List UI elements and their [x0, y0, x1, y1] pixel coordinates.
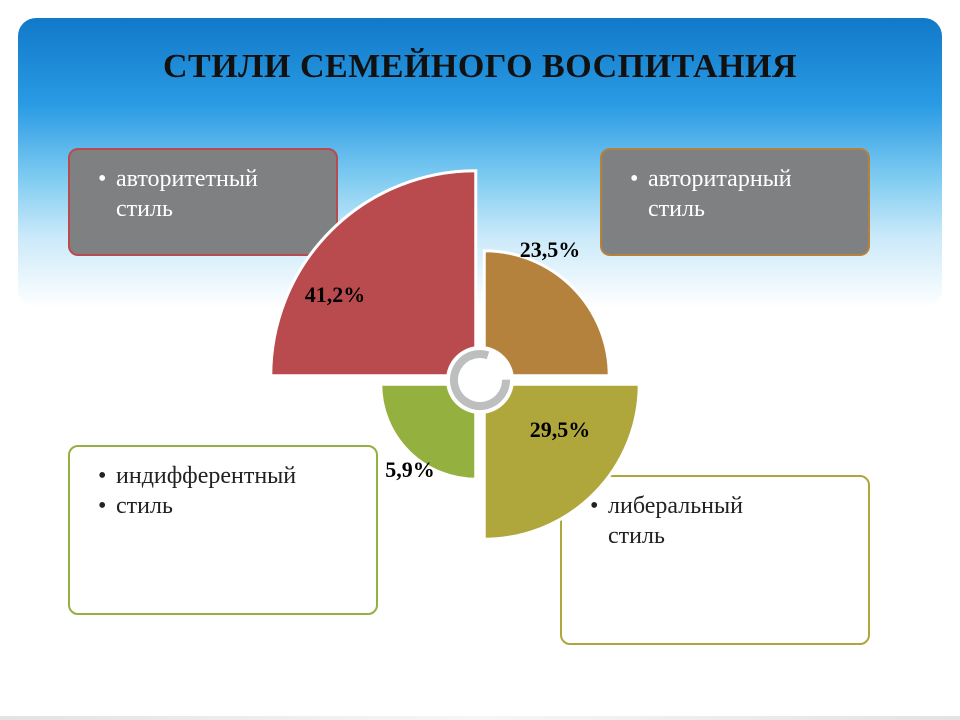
radial-chart — [260, 160, 700, 600]
bullet-icon: • — [98, 491, 116, 521]
slide: СТИЛИ СЕМЕЙНОГО ВОСПИТАНИЯ •авторитетный… — [0, 0, 960, 720]
pct-label-top_left: 41,2% — [305, 282, 366, 308]
bullet-icon: • — [98, 164, 116, 194]
chart-svg — [260, 160, 700, 600]
wedge-bottom_right — [484, 384, 639, 539]
label-text: стиль — [116, 194, 173, 224]
pct-label-top_right: 23,5% — [520, 237, 581, 263]
wedge-top_left — [271, 171, 476, 376]
label-text: авторитетный — [116, 164, 258, 194]
slide-title: СТИЛИ СЕМЕЙНОГО ВОСПИТАНИЯ — [0, 48, 960, 86]
label-text: стиль — [116, 491, 173, 521]
pct-label-bottom_right: 29,5% — [530, 417, 591, 443]
bullet-icon: • — [98, 461, 116, 491]
pct-label-bottom_left: 5,9% — [385, 457, 435, 483]
